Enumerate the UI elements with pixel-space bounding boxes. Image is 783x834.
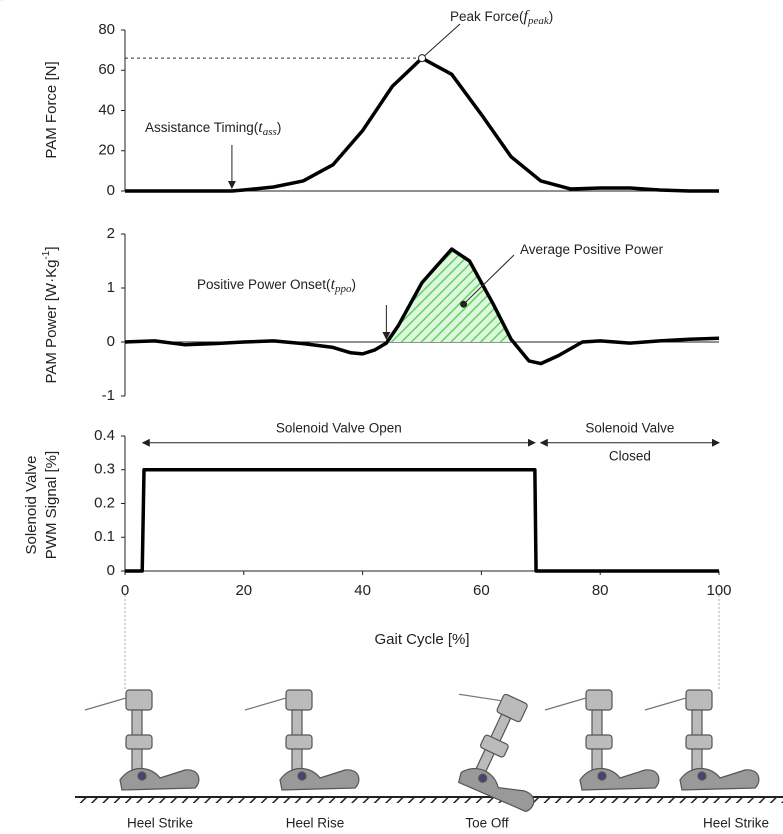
annotation-symbol: t <box>258 119 263 136</box>
y-tick-label: 60 <box>98 61 115 78</box>
annotation: Assistance Timing(tass) <box>145 119 281 138</box>
annotation-text: Assistance Timing( <box>145 120 259 135</box>
y-axis-label-text: ] <box>43 247 60 251</box>
y-tick-label: 2 <box>107 225 115 242</box>
y-axis-label-text: PAM Force [N] <box>43 61 60 158</box>
annotation-text: ) <box>352 277 357 292</box>
y-tick-label: 0.3 <box>94 461 115 478</box>
y-tick-label: 40 <box>98 101 115 118</box>
annotation: Average Positive Power <box>520 242 664 257</box>
y-tick-label: 0.1 <box>94 528 115 545</box>
x-axis-label: Gait Cycle [%] <box>374 631 469 648</box>
annotation-symbol: t <box>331 276 336 293</box>
annotation-leader <box>463 254 515 305</box>
shaded-region <box>386 249 512 344</box>
annotation-symbol: f <box>524 8 531 25</box>
y-tick-label: 0 <box>107 562 115 579</box>
span-label: Solenoid Valve <box>585 420 674 435</box>
y-axis-label: PAM Force [N] <box>43 61 60 158</box>
span-label: Solenoid Valve Open <box>276 420 402 435</box>
annotation-text: ) <box>277 120 282 135</box>
phase-label: Heel Strike <box>127 816 193 831</box>
y-tick-label: 0.2 <box>94 494 115 511</box>
annotation-text: Positive Power Onset( <box>197 277 331 292</box>
phase-label: Heel Rise <box>286 816 345 831</box>
x-tick-label: 20 <box>235 582 252 599</box>
annotation: Positive Power Onset(tppo) <box>197 276 356 295</box>
phase-label: Heel Strike <box>703 816 769 831</box>
y-tick-label: 0 <box>107 182 115 199</box>
y-tick-label: 0.4 <box>94 427 115 444</box>
annotation: Peak Force(fpeak) <box>450 8 553 27</box>
x-tick-label: 0 <box>121 582 129 599</box>
y-axis-label: Solenoid Valve PWM Signal [%] <box>23 451 60 559</box>
y-axis-label-text: PAM Power [W·Kg <box>43 260 60 384</box>
annotation-point <box>418 54 426 63</box>
x-tick-label: 100 <box>706 582 731 599</box>
y-tick-label: 0 <box>107 333 115 350</box>
annotation-subscript: ass <box>263 126 277 138</box>
line-series <box>125 56 719 193</box>
annotation-point <box>460 300 468 308</box>
phase-label: Toe Off <box>465 816 509 831</box>
annotation-subscript: ppo <box>334 283 352 295</box>
y-axis-label: PAM Power [W·Kg-1] <box>41 247 60 384</box>
y-tick-label: 20 <box>98 142 115 159</box>
y-axis-label-line: Solenoid Valve <box>23 456 40 555</box>
x-tick-label: 80 <box>592 582 609 599</box>
ground <box>75 797 783 803</box>
y-tick-label: 80 <box>98 21 115 38</box>
annotation-subscript: peak <box>527 15 550 27</box>
illustration <box>0 0 783 816</box>
y-axis-label-line: PWM Signal [%] <box>43 451 60 559</box>
x-tick-label: 40 <box>354 582 371 599</box>
y-tick-label: 1 <box>107 279 115 296</box>
x-tick-label: 60 <box>473 582 490 599</box>
annotation-leader <box>421 23 461 59</box>
span-label: Closed <box>609 448 651 463</box>
line-series <box>124 247 720 366</box>
y-tick-label: -1 <box>102 387 115 404</box>
line-series <box>125 468 719 573</box>
annotation-text: Peak Force( <box>450 9 524 24</box>
annotation-text: ) <box>549 9 554 24</box>
y-axis-label-superscript: -1 <box>41 250 52 259</box>
annotation-text: Average Positive Power <box>520 242 664 257</box>
